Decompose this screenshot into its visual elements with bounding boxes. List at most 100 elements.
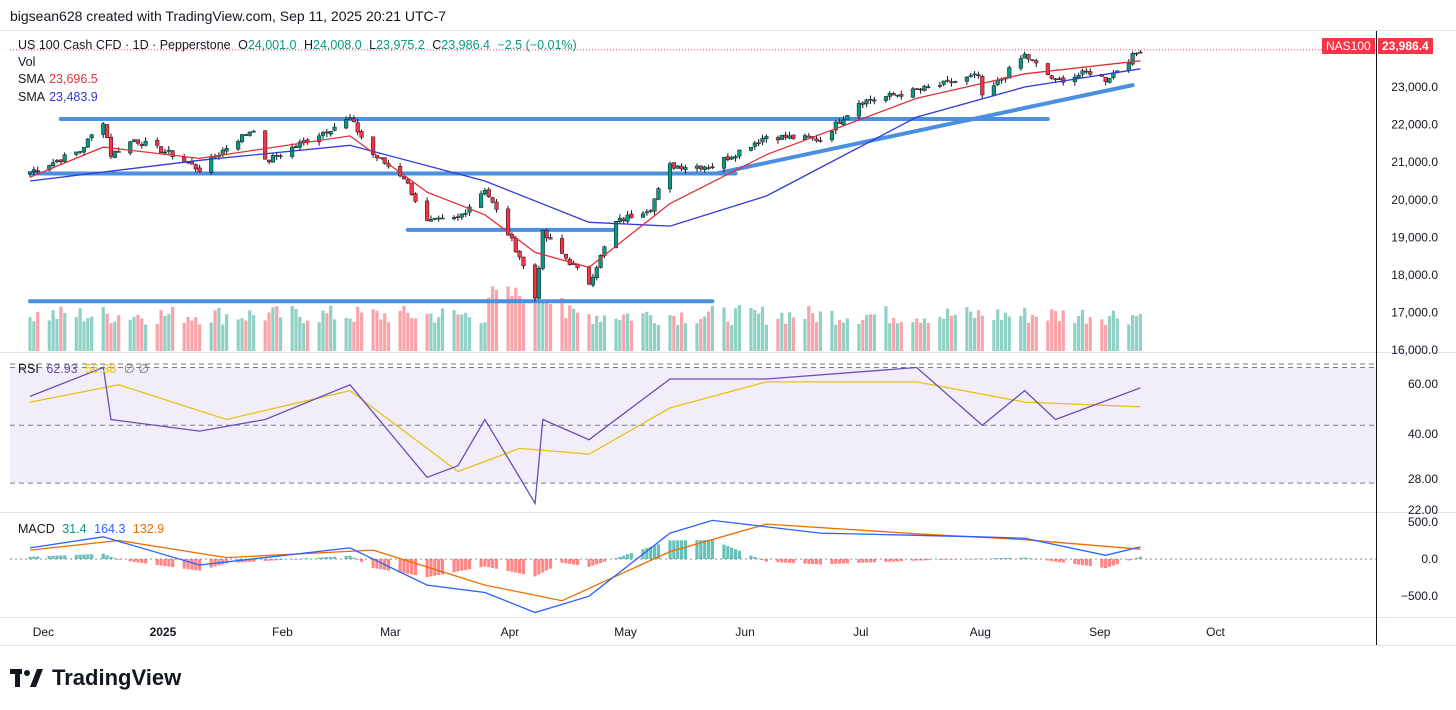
- macd-hist-bar: [1127, 559, 1131, 561]
- macd-hist-bar: [456, 559, 460, 572]
- candle-body: [320, 132, 326, 136]
- candle-body: [629, 213, 634, 219]
- macd-hist-bar: [575, 559, 580, 566]
- volume-bar: [82, 321, 86, 351]
- tradingview-logo-text: TradingView: [52, 665, 182, 690]
- candle-body: [297, 141, 302, 148]
- candle-body: [895, 94, 900, 97]
- volume-bar: [217, 307, 221, 351]
- macd-hist-bar: [182, 559, 186, 569]
- macd-hist-value: 132.9: [132, 522, 165, 536]
- candle-body: [833, 121, 838, 131]
- macd-hist-bar: [548, 559, 553, 569]
- macd-hist-bar: [892, 559, 896, 562]
- macd-hist-bar: [730, 547, 734, 560]
- candle-body: [27, 171, 33, 175]
- volume-bar: [213, 310, 217, 351]
- macd-hist-bar: [402, 559, 406, 574]
- candle-body: [355, 122, 360, 133]
- macd-hist-bar: [652, 545, 657, 560]
- candle-body: [887, 93, 892, 97]
- volume-bar: [305, 320, 310, 351]
- volume-bar: [784, 323, 788, 351]
- volume-bar: [132, 316, 136, 351]
- candle-body: [270, 155, 275, 163]
- macd-hist-bar: [371, 559, 375, 568]
- macd-hist-bar: [460, 559, 464, 571]
- candle-body: [143, 140, 148, 146]
- volume-bar: [953, 314, 957, 351]
- candle-body: [586, 267, 592, 285]
- candle-body: [47, 165, 52, 171]
- candle-body: [791, 134, 796, 140]
- candle-body: [910, 88, 915, 98]
- macd-hist-bar: [1138, 556, 1142, 560]
- volume-bar: [155, 323, 159, 351]
- sma-fast-label: SMA: [18, 72, 46, 86]
- volume-bar: [1088, 317, 1092, 351]
- macd-hist-bar: [595, 559, 599, 565]
- volume-bar: [182, 322, 186, 351]
- volume-bar: [834, 324, 838, 351]
- candle-body: [440, 217, 445, 220]
- macd-hist-bar: [814, 559, 819, 565]
- candle-body: [328, 131, 333, 135]
- volume-bar: [236, 319, 240, 351]
- candle-body: [1076, 75, 1081, 78]
- candle-body: [806, 135, 811, 138]
- macd-hist-bar: [186, 559, 190, 570]
- tradingview-logo[interactable]: TradingView: [10, 665, 181, 691]
- volume-bar: [425, 313, 429, 351]
- macd-hist-bar: [811, 559, 815, 565]
- macd-tick-2: −500.0: [1401, 589, 1438, 603]
- volume-bar: [641, 313, 645, 351]
- volume-bar: [209, 322, 213, 351]
- candle-body: [78, 151, 83, 153]
- macd-hist-bar: [452, 559, 456, 573]
- macd-tick-0: 500.0: [1408, 515, 1438, 529]
- macd-hist-bar: [834, 559, 838, 564]
- macd-hist-bar: [1053, 559, 1058, 562]
- sma-slow-line: [29, 68, 1141, 227]
- candle-body: [644, 211, 649, 214]
- rsi-extra: ∅ ∅: [123, 362, 150, 376]
- macd-hist-bar: [668, 540, 672, 560]
- price-tick-0: 23,000.0: [1391, 80, 1438, 94]
- legend-symbol[interactable]: US 100 Cash CFD · 1D · Pepperstone: [18, 38, 231, 52]
- volume-bar: [1061, 310, 1065, 351]
- macd-hist-bar: [996, 558, 1000, 560]
- sma-fast-legend[interactable]: SMA 23,696.5: [18, 72, 102, 86]
- macd-hist-bar: [375, 559, 379, 569]
- macd-hist-bar: [926, 559, 930, 561]
- volume-bar: [117, 315, 121, 351]
- macd-hist-bar: [622, 555, 626, 560]
- volume-bar: [47, 320, 51, 351]
- rsi-legend[interactable]: RSI 62.93 56.38 ∅ ∅: [18, 361, 153, 376]
- macd-hist-bar: [1131, 559, 1135, 560]
- vol-legend[interactable]: Vol: [18, 55, 36, 69]
- macd-hist-bar: [807, 559, 811, 564]
- volume-bar: [167, 313, 171, 351]
- volume-bar: [915, 318, 919, 351]
- volume-bar: [159, 310, 163, 351]
- volume-bar: [128, 319, 132, 351]
- candle-body: [536, 268, 541, 299]
- volume-bar: [294, 308, 298, 351]
- macd-hist-bar: [105, 555, 109, 560]
- volume-bar: [1026, 322, 1031, 351]
- candle-body: [463, 212, 468, 215]
- macd-hist-bar: [911, 559, 915, 561]
- candle-body: [625, 214, 630, 222]
- macd-legend[interactable]: MACD 31.4 164.3 132.9: [18, 522, 168, 536]
- macd-hist-bar: [1046, 559, 1050, 561]
- volume-bar: [949, 315, 954, 351]
- legend-c-label: C: [432, 38, 442, 52]
- sma-slow-legend[interactable]: SMA 23,483.9: [18, 90, 102, 104]
- macd-hist-bar: [271, 559, 275, 561]
- chart-svg[interactable]: 23,000.0 22,000.0 21,000.0 20,000.0 19,000.0…: [0, 0, 1456, 650]
- candle-body: [748, 146, 754, 151]
- volume-bar: [757, 313, 761, 351]
- rsi-line: [29, 366, 1141, 506]
- legend-o-label: O: [238, 38, 248, 52]
